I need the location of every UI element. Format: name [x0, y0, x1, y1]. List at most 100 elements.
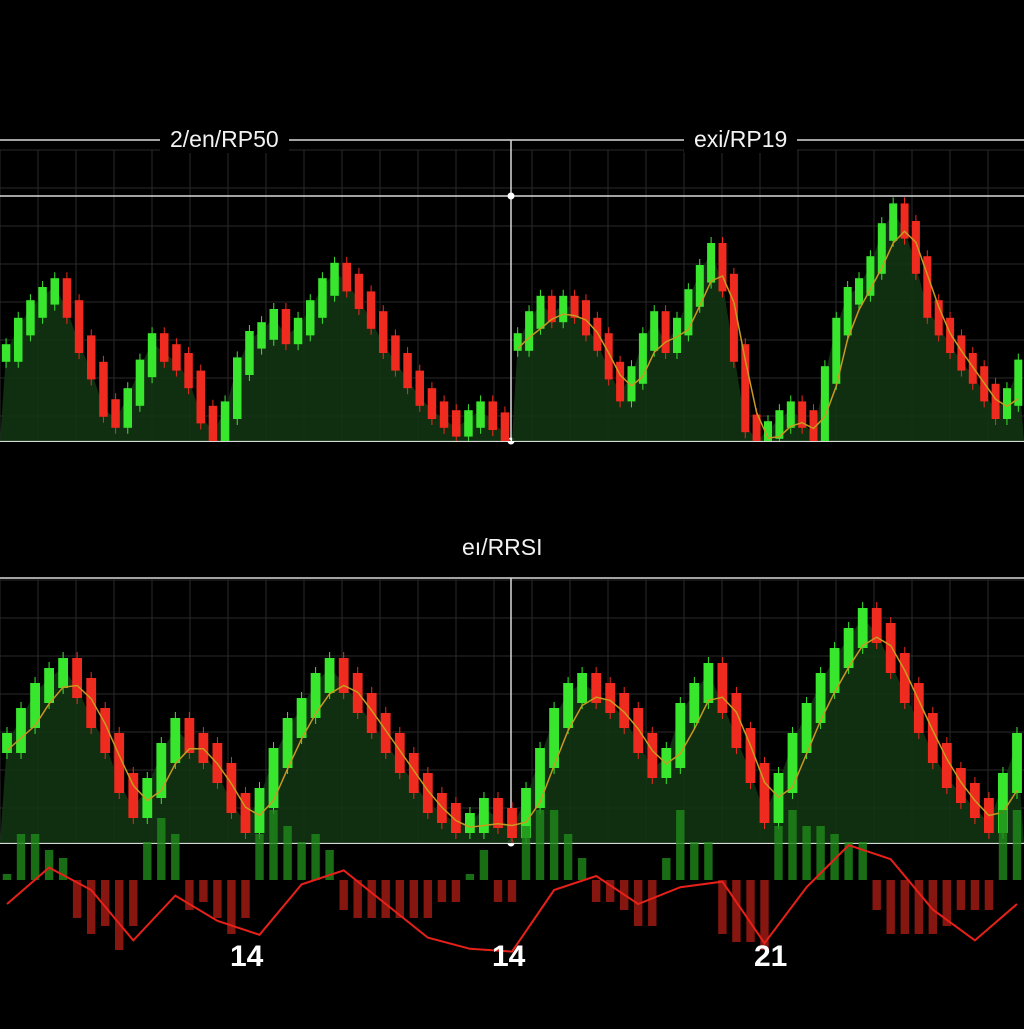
- candle: [338, 658, 349, 693]
- candle: [306, 300, 315, 336]
- candle: [114, 733, 125, 793]
- oscillator-bar: [690, 842, 699, 880]
- oscillator-bar: [535, 810, 545, 880]
- oscillator-bar: [676, 810, 685, 880]
- oscillator-bar: [157, 818, 166, 880]
- candle: [605, 683, 616, 713]
- candle: [695, 265, 704, 307]
- candle: [946, 317, 955, 353]
- candle: [293, 317, 303, 345]
- candle: [889, 203, 898, 241]
- candle: [451, 803, 461, 833]
- candle: [535, 748, 545, 808]
- oscillator-bar: [367, 880, 376, 918]
- candle: [547, 295, 556, 323]
- candle: [226, 763, 237, 813]
- oscillator-bar: [563, 834, 573, 880]
- x-tick-label: 14: [230, 940, 264, 973]
- candle: [135, 359, 145, 406]
- candle: [324, 658, 335, 693]
- moving-average-line: [517, 230, 1019, 439]
- oscillator-bar: [325, 850, 334, 880]
- candle: [885, 623, 896, 673]
- candle: [1012, 733, 1022, 793]
- oscillator-bar: [199, 880, 208, 902]
- oscillator-bar: [451, 880, 461, 902]
- oscillator-bar: [30, 834, 40, 880]
- candle: [820, 366, 829, 441]
- candle: [415, 370, 424, 406]
- candle: [913, 683, 924, 733]
- oscillator-bar: [900, 880, 909, 934]
- candle: [156, 743, 167, 798]
- oscillator-bar: [718, 880, 727, 934]
- oscillator-bar: [521, 826, 531, 880]
- candle: [549, 708, 559, 768]
- oscillator-bar: [998, 810, 1008, 880]
- candle: [638, 333, 647, 384]
- oscillator-bar: [129, 880, 138, 926]
- oscillator-bar: [732, 880, 741, 942]
- candle: [50, 278, 59, 305]
- frame-node: [507, 192, 515, 200]
- oscillator-bar: [58, 858, 68, 880]
- panel-title-top-right: exi/RP19: [684, 125, 798, 153]
- oscillator-bar: [493, 880, 503, 902]
- candle: [72, 658, 82, 698]
- candle: [394, 733, 405, 773]
- candle: [521, 788, 531, 838]
- oscillator-bar: [760, 880, 769, 950]
- oscillator-bar: [816, 826, 825, 880]
- oscillator-bar: [606, 880, 615, 902]
- candle: [452, 410, 461, 437]
- candle: [58, 658, 68, 688]
- candle: [787, 733, 798, 793]
- candle: [100, 708, 111, 753]
- x-tick-label: 21: [754, 940, 788, 973]
- oscillator-bar: [409, 880, 418, 918]
- oscillator-bar: [704, 842, 713, 880]
- candle: [1, 344, 11, 362]
- candle: [74, 300, 84, 353]
- candle: [44, 668, 54, 703]
- candle: [673, 317, 681, 353]
- oscillator-bar: [858, 842, 867, 880]
- candle: [684, 289, 693, 336]
- oscillator-bar: [283, 826, 292, 880]
- candle: [998, 773, 1008, 833]
- candle: [764, 421, 772, 441]
- candle: [627, 366, 636, 402]
- candle: [30, 683, 40, 728]
- candle: [220, 401, 230, 441]
- oscillator-bar: [970, 880, 980, 910]
- oscillator-bar: [914, 880, 923, 934]
- candle: [661, 311, 670, 353]
- panel-title-bottom: eı/RRSI: [452, 533, 553, 561]
- candle: [703, 663, 714, 703]
- candle: [798, 401, 807, 428]
- oscillator-bar: [72, 880, 82, 918]
- candle: [741, 344, 750, 433]
- candle: [843, 628, 854, 668]
- candle: [650, 311, 659, 351]
- panel-title-top-left: 2/en/RP50: [160, 125, 289, 153]
- candle: [745, 728, 756, 783]
- candle: [957, 335, 966, 371]
- candle: [786, 401, 795, 428]
- candle: [123, 388, 132, 428]
- candle: [62, 278, 72, 318]
- oscillator-bar: [101, 880, 110, 926]
- candle: [759, 763, 770, 823]
- oscillator-bar: [549, 810, 559, 880]
- candle: [729, 273, 738, 362]
- candle: [570, 295, 579, 318]
- candle: [829, 648, 840, 693]
- candle: [38, 287, 47, 318]
- candle: [439, 401, 449, 428]
- candle: [718, 243, 727, 292]
- candle: [391, 335, 400, 371]
- candle: [86, 678, 97, 728]
- candle: [170, 718, 181, 763]
- candle: [282, 718, 293, 768]
